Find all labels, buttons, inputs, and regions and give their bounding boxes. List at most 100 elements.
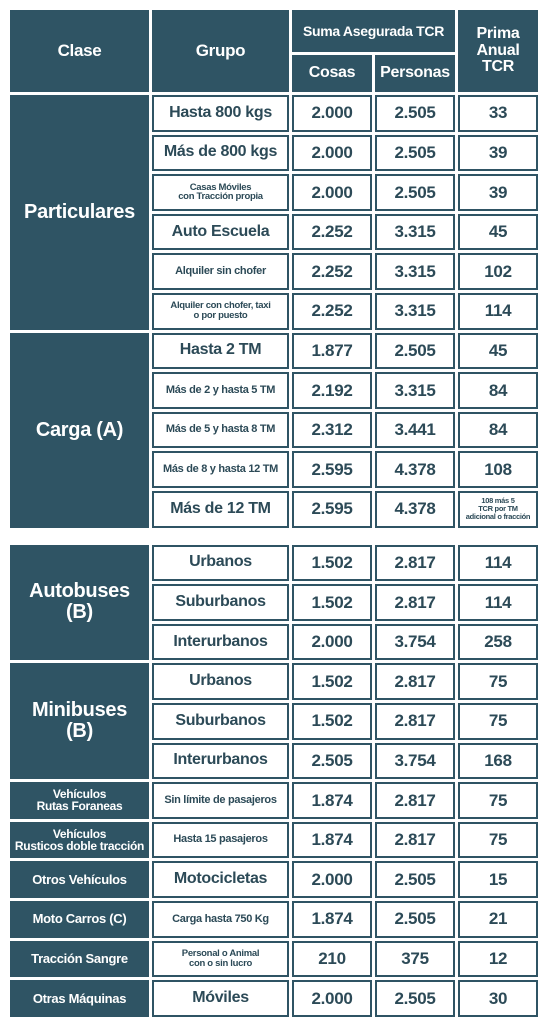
personas-cell: 2.817 bbox=[375, 821, 455, 859]
cosas-cell: 2.312 bbox=[292, 411, 372, 449]
grupo-cell: Casas Móviles con Tracción propia bbox=[152, 174, 289, 211]
grupo-cell: Suburbanos bbox=[152, 703, 289, 740]
cosas-cell: 2.595 bbox=[292, 491, 372, 528]
cosas-cell: 2.192 bbox=[292, 372, 372, 409]
prima-cell: 114 bbox=[458, 293, 538, 330]
prima-cell: 102 bbox=[458, 253, 538, 290]
clase-cell: Tracción Sangre bbox=[10, 940, 149, 978]
grupo-cell: Alquiler con chofer, taxi o por puesto bbox=[152, 293, 289, 330]
prima-cell: 75 bbox=[458, 663, 538, 700]
grupo-cell: Hasta 800 kgs bbox=[152, 95, 289, 132]
cosas-cell: 2.252 bbox=[292, 213, 372, 251]
prima-cell: 84 bbox=[458, 372, 538, 409]
cosas-cell: 1.874 bbox=[292, 821, 372, 859]
cosas-cell: 1.502 bbox=[292, 703, 372, 740]
personas-cell: 3.754 bbox=[375, 623, 455, 661]
prima-cell: 114 bbox=[458, 584, 538, 621]
clase-cell: Vehículos Rutas Foraneas bbox=[10, 782, 149, 819]
grupo-cell: Urbanos bbox=[152, 544, 289, 582]
cosas-cell: 2.000 bbox=[292, 980, 372, 1017]
prima-cell: 108 más 5 TCR por TM adicional o fracció… bbox=[458, 491, 538, 528]
personas-cell: 2.505 bbox=[375, 174, 455, 211]
clase-cell: Particulares bbox=[10, 95, 149, 330]
grupo-cell: Interurbanos bbox=[152, 742, 289, 780]
grupo-cell: Personal o Animal con o sin lucro bbox=[152, 940, 289, 978]
cosas-cell: 2.000 bbox=[292, 861, 372, 898]
personas-cell: 3.754 bbox=[375, 742, 455, 780]
cosas-cell: 2.252 bbox=[292, 293, 372, 330]
grupo-cell: Más de 12 TM bbox=[152, 491, 289, 528]
cosas-cell: 2.000 bbox=[292, 174, 372, 211]
personas-cell: 2.505 bbox=[375, 980, 455, 1017]
grupo-cell: Sin límite de pasajeros bbox=[152, 782, 289, 819]
grupo-cell: Más de 8 y hasta 12 TM bbox=[152, 451, 289, 488]
clase-cell: Vehículos Rusticos doble tracción bbox=[10, 821, 149, 859]
prima-cell: 258 bbox=[458, 623, 538, 661]
prima-cell: 114 bbox=[458, 544, 538, 582]
cosas-cell: 1.877 bbox=[292, 332, 372, 370]
cosas-cell: 2.000 bbox=[292, 95, 372, 132]
grupo-cell: Más de 800 kgs bbox=[152, 134, 289, 172]
grupo-cell: Hasta 2 TM bbox=[152, 332, 289, 370]
grupo-cell: Auto Escuela bbox=[152, 213, 289, 251]
personas-cell: 3.315 bbox=[375, 293, 455, 330]
prima-cell: 75 bbox=[458, 782, 538, 819]
cosas-cell: 2.252 bbox=[292, 253, 372, 290]
header-prima: Prima Anual TCR bbox=[458, 10, 538, 92]
personas-cell: 3.315 bbox=[375, 213, 455, 251]
prima-cell: 168 bbox=[458, 742, 538, 780]
prima-cell: 21 bbox=[458, 901, 538, 938]
personas-cell: 3.315 bbox=[375, 253, 455, 290]
prima-cell: 75 bbox=[458, 703, 538, 740]
cosas-cell: 2.000 bbox=[292, 623, 372, 661]
prima-cell: 39 bbox=[458, 134, 538, 172]
clase-cell: Carga (A) bbox=[10, 332, 149, 528]
grupo-cell: Urbanos bbox=[152, 663, 289, 700]
cosas-cell: 1.502 bbox=[292, 544, 372, 582]
prima-cell: 75 bbox=[458, 821, 538, 859]
header-cosas: Cosas bbox=[292, 55, 372, 92]
personas-cell: 2.505 bbox=[375, 861, 455, 898]
grupo-cell: Más de 5 y hasta 8 TM bbox=[152, 411, 289, 449]
personas-cell: 4.378 bbox=[375, 451, 455, 488]
cosas-cell: 2.000 bbox=[292, 134, 372, 172]
personas-cell: 2.817 bbox=[375, 544, 455, 582]
header-suma: Suma Asegurada TCR bbox=[292, 10, 455, 52]
grupo-cell: Interurbanos bbox=[152, 623, 289, 661]
grupo-cell: Suburbanos bbox=[152, 584, 289, 621]
personas-cell: 2.505 bbox=[375, 134, 455, 172]
grupo-cell: Móviles bbox=[152, 980, 289, 1017]
prima-cell: 45 bbox=[458, 332, 538, 370]
personas-cell: 3.315 bbox=[375, 372, 455, 409]
header-clase: Clase bbox=[10, 10, 149, 92]
cosas-cell: 1.502 bbox=[292, 663, 372, 700]
prima-cell: 108 bbox=[458, 451, 538, 488]
cosas-cell: 2.505 bbox=[292, 742, 372, 780]
clase-cell: Minibuses (B) bbox=[10, 663, 149, 780]
cosas-cell: 1.874 bbox=[292, 782, 372, 819]
prima-cell: 12 bbox=[458, 940, 538, 978]
grupo-cell: Hasta 15 pasajeros bbox=[152, 821, 289, 859]
personas-cell: 3.441 bbox=[375, 411, 455, 449]
prima-cell: 15 bbox=[458, 861, 538, 898]
personas-cell: 2.505 bbox=[375, 901, 455, 938]
header-grupo: Grupo bbox=[152, 10, 289, 92]
prima-cell: 39 bbox=[458, 174, 538, 211]
prima-cell: 45 bbox=[458, 213, 538, 251]
clase-cell: Otras Máquinas bbox=[10, 980, 149, 1017]
cosas-cell: 210 bbox=[292, 940, 372, 978]
clase-cell: Otros Vehículos bbox=[10, 861, 149, 898]
header-personas: Personas bbox=[375, 55, 455, 92]
cosas-cell: 2.595 bbox=[292, 451, 372, 488]
prima-cell: 30 bbox=[458, 980, 538, 1017]
personas-cell: 375 bbox=[375, 940, 455, 978]
personas-cell: 2.505 bbox=[375, 332, 455, 370]
clase-cell: Autobuses (B) bbox=[10, 544, 149, 661]
cosas-cell: 1.874 bbox=[292, 901, 372, 938]
grupo-cell: Motocicletas bbox=[152, 861, 289, 898]
grupo-cell: Alquiler sin chofer bbox=[152, 253, 289, 290]
prima-cell: 33 bbox=[458, 95, 538, 132]
personas-cell: 4.378 bbox=[375, 491, 455, 528]
personas-cell: 2.817 bbox=[375, 584, 455, 621]
clase-cell: Moto Carros (C) bbox=[10, 901, 149, 938]
